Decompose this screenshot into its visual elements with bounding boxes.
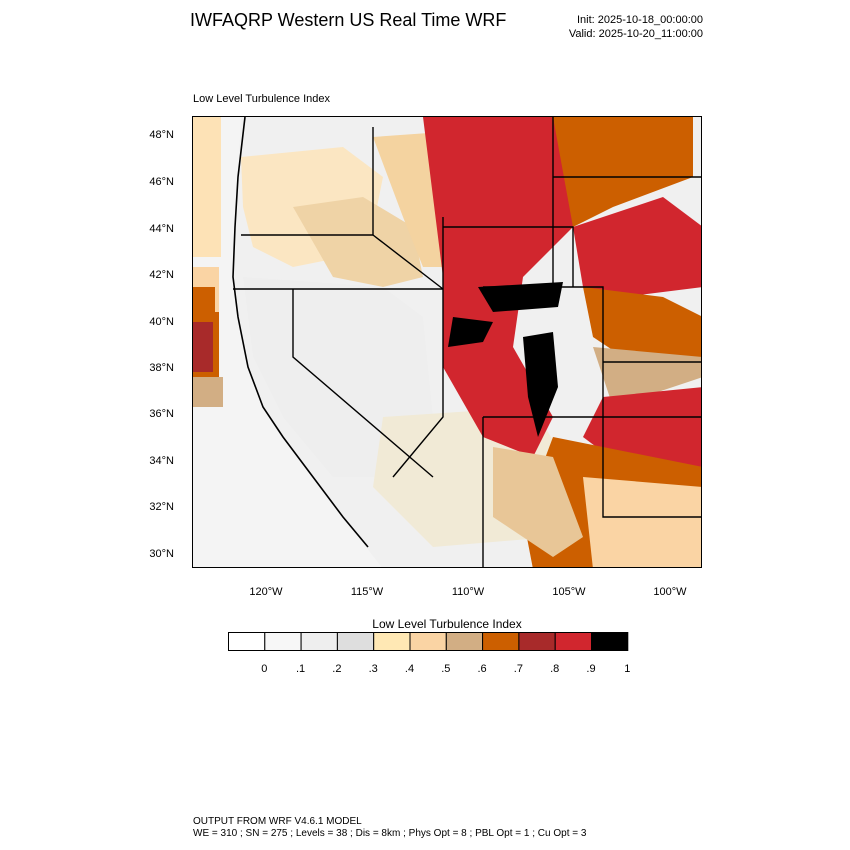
colorbar-swatch [482,632,520,651]
colorbar-tick-label: .4 [404,663,415,675]
lon-label: 100°W [653,586,687,598]
colorbar-tick-label: .7 [513,663,523,675]
map-subtitle: Low Level Turbulence Index [193,93,330,105]
colorbar-tick-label: .1 [296,663,306,675]
colorbar-tick-label: .2 [332,663,342,675]
model-options: WE = 310 ; SN = 275 ; Levels = 38 ; Dis … [193,828,587,839]
colorbar-swatch [591,632,629,651]
colorbar-tick-label: 0 [261,663,268,675]
model-info: OUTPUT FROM WRF V4.6.1 MODEL WE = 310 ; … [193,816,586,840]
colorbar-swatch [228,632,266,651]
colorbar-title: Low Level Turbulence Index [372,617,522,631]
lat-label: 38°N [149,362,174,374]
lon-label: 120°W [249,586,283,598]
colorbar-swatch [554,632,593,651]
lat-label: 44°N [149,223,174,235]
lat-label: 32°N [149,501,174,513]
colorbar-tick-label: .3 [368,663,378,675]
colorbar-swatch [518,632,556,651]
colorbar [228,632,668,657]
colorbar-tick-label: .5 [441,663,451,675]
lon-label: 105°W [552,586,586,598]
lon-label: 110°W [451,586,485,598]
state-borders [233,117,701,567]
lat-label: 40°N [149,316,174,328]
lat-label: 30°N [149,548,174,560]
forecast-times: Init: 2025-10-18_00:00:00 Valid: 2025-10… [540,13,703,41]
colorbar-tick-label: 1 [624,663,631,675]
lat-label: 34°N [149,455,174,467]
lon-label: 115°W [350,586,384,598]
map-title: IWFAQRP Western US Real Time WRF [190,10,507,30]
valid-time: Valid: 2025-10-20_11:00:00 [568,28,703,40]
colorbar-tick-label: .9 [586,663,596,675]
colorbar-tick-label: .6 [477,663,487,675]
colorbar-swatch [373,632,411,651]
colorbar-swatch [300,632,338,651]
lat-label: 48°N [149,129,174,141]
colorbar-swatch [336,632,375,651]
colorbar-tick-label: .8 [550,663,560,675]
model-version: OUTPUT FROM WRF V4.6.1 MODEL [193,816,362,827]
lat-label: 36°N [149,408,174,420]
init-time: Init: 2025-10-18_00:00:00 [577,14,703,26]
turbulence-map [192,116,702,568]
coastline [232,117,369,548]
colorbar-swatch [445,632,484,651]
colorbar-swatch [264,632,302,651]
lat-label: 46°N [149,176,174,188]
lat-label: 42°N [149,269,174,281]
colorbar-swatch [409,632,447,651]
